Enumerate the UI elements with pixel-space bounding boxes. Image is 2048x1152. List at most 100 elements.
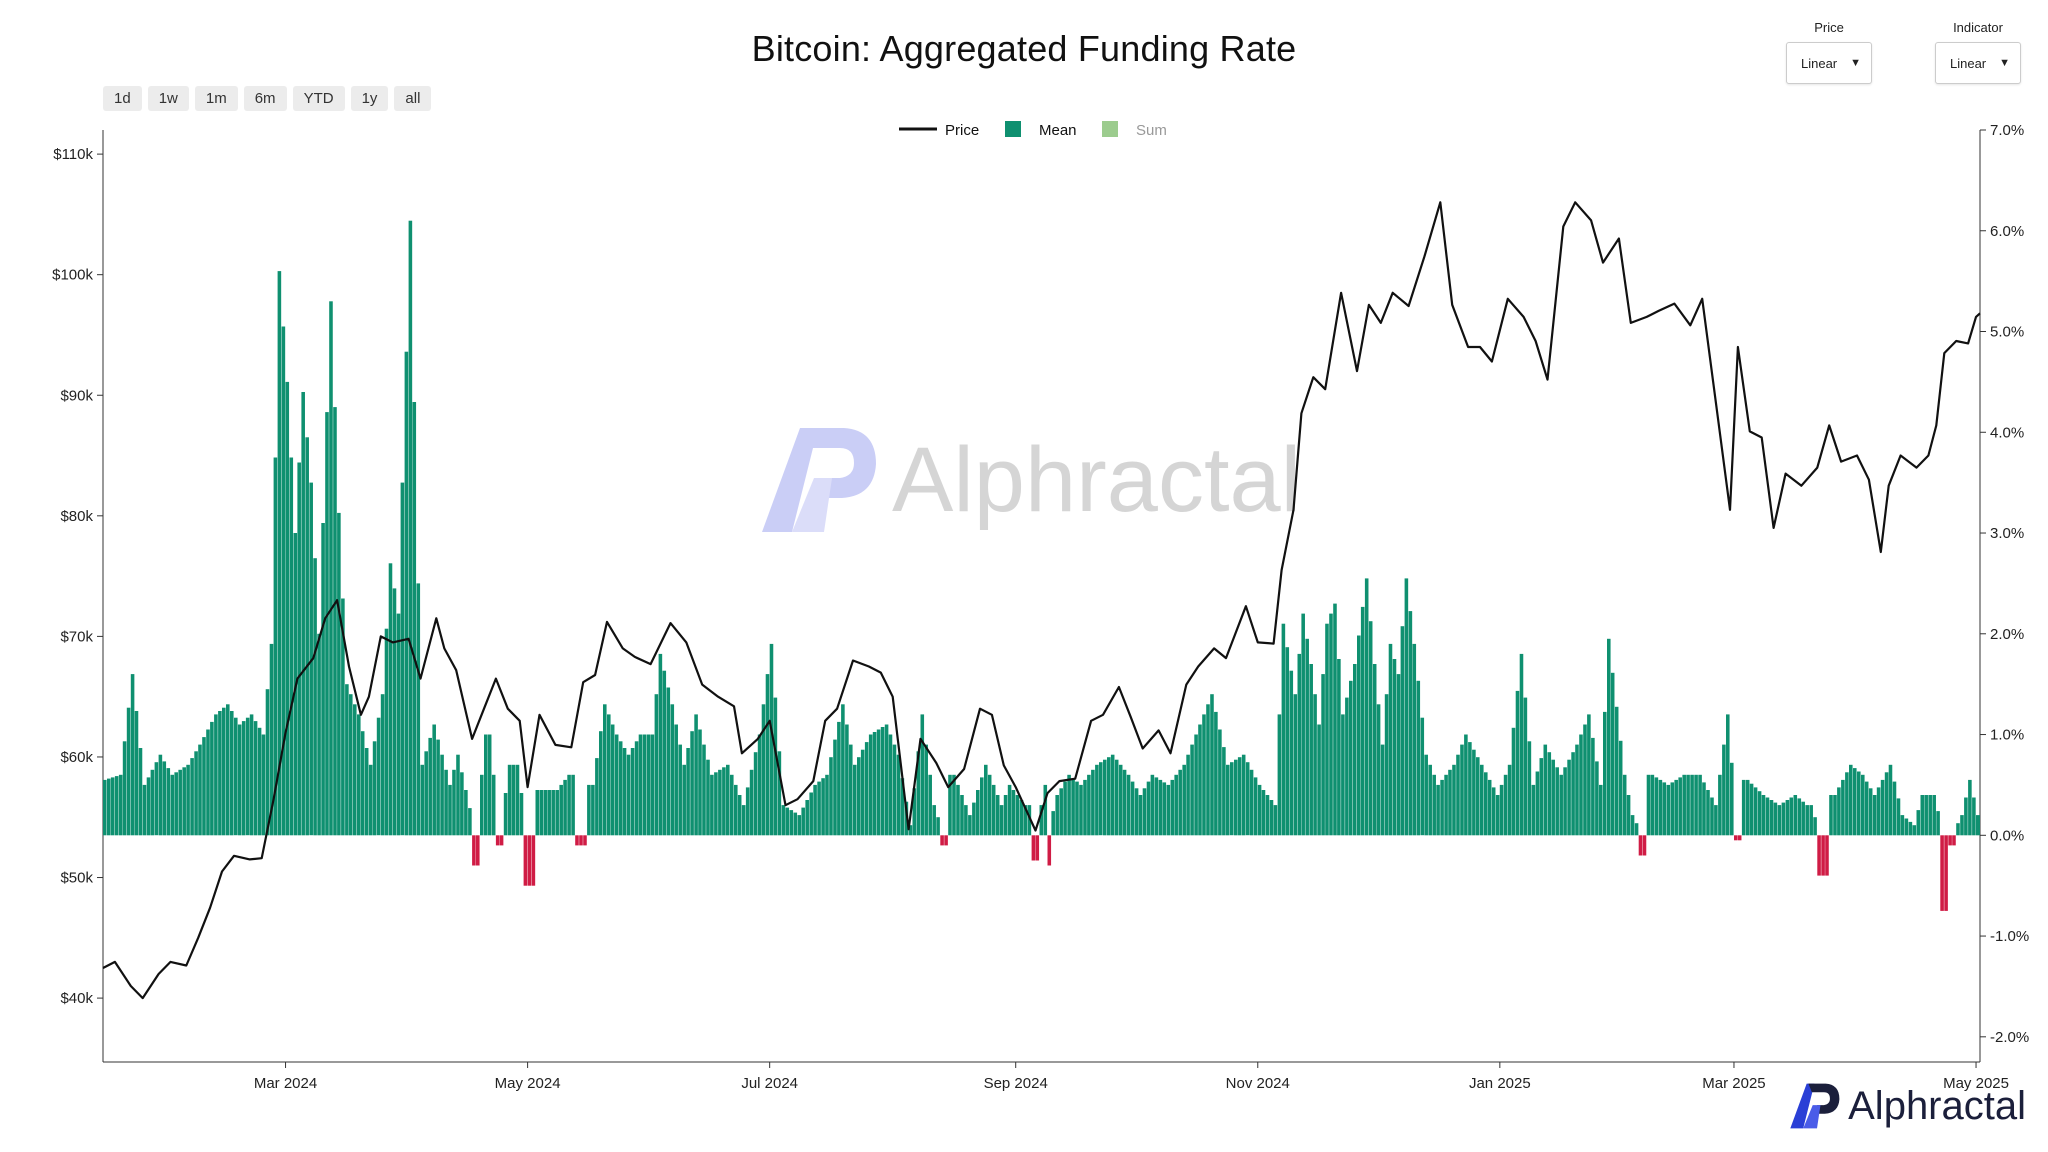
mean-bar <box>976 790 980 836</box>
mean-bar <box>1749 783 1754 836</box>
mean-bar <box>234 717 238 836</box>
mean-bar <box>928 774 932 836</box>
mean-bar <box>1023 805 1028 836</box>
mean-bar <box>1194 734 1198 836</box>
mean-bar <box>1337 659 1341 836</box>
mean-bar <box>424 751 428 836</box>
mean-bar <box>821 778 825 836</box>
y-right-tick-label: 5.0% <box>1990 324 2024 341</box>
mean-bar <box>781 805 786 836</box>
mean-bar <box>499 835 504 846</box>
legend-sum-label[interactable]: Sum <box>1136 122 1167 139</box>
range-button-all[interactable]: all <box>394 86 432 111</box>
mean-bar <box>1535 771 1540 836</box>
mean-bar <box>523 835 528 886</box>
mean-bar <box>1618 740 1623 836</box>
mean-bar <box>1817 835 1821 876</box>
range-button-1y[interactable]: 1y <box>350 86 389 111</box>
mean-bar <box>174 772 178 836</box>
mean-bar <box>741 805 746 836</box>
mean-bar <box>1789 797 1794 836</box>
mean-bar <box>1285 647 1290 836</box>
mean-bar <box>559 784 563 836</box>
mean-bar <box>107 778 111 836</box>
legend-mean-label[interactable]: Mean <box>1039 122 1077 139</box>
mean-bar <box>773 697 778 836</box>
mean-bar <box>400 482 405 836</box>
mean-bar <box>1448 769 1452 836</box>
mean-bar <box>1662 782 1667 836</box>
mean-bar <box>408 220 413 836</box>
legend-price-label[interactable]: Price <box>945 122 979 139</box>
mean-bar <box>444 769 448 836</box>
watermark-logo-icon <box>762 428 876 532</box>
mean-bar <box>805 800 809 836</box>
mean-bar <box>1182 764 1186 836</box>
mean-bar <box>1452 764 1456 836</box>
mean-bar <box>162 761 167 836</box>
mean-bar <box>412 402 417 836</box>
mean-bar <box>769 643 774 836</box>
mean-bar <box>1737 835 1742 841</box>
range-button-1m[interactable]: 1m <box>194 86 238 111</box>
mean-bar <box>1726 714 1730 836</box>
mean-bar <box>1412 643 1417 836</box>
mean-bar <box>277 271 282 836</box>
mean-bar <box>749 769 754 836</box>
mean-bar <box>202 737 206 836</box>
range-button-ytd[interactable]: YTD <box>292 86 345 111</box>
mean-bar <box>345 684 349 836</box>
mean-bar <box>1472 749 1476 836</box>
mean-bar <box>614 734 619 836</box>
mean-bar <box>1785 800 1790 836</box>
mean-bar <box>1646 774 1651 836</box>
mean-bar <box>245 717 250 836</box>
mean-bar <box>273 457 278 836</box>
mean-bar <box>555 790 559 836</box>
y-right-tick-label: -1.0% <box>1990 928 2029 945</box>
mean-bar <box>436 739 440 836</box>
mean-bar <box>142 784 147 836</box>
mean-bar <box>1722 744 1726 836</box>
mean-bar <box>380 694 385 836</box>
mean-bar <box>1896 798 1901 836</box>
mean-bar <box>535 790 540 836</box>
mean-bar <box>1087 774 1091 836</box>
range-button-1d[interactable]: 1d <box>103 86 142 111</box>
mean-bar <box>1595 761 1599 836</box>
mean-bar <box>432 724 436 836</box>
mean-bar <box>626 754 631 836</box>
mean-bar <box>1495 795 1500 836</box>
indicator-scale-select[interactable]: Linear ▼ <box>1935 42 2021 84</box>
mean-bar <box>404 351 409 836</box>
mean-bar <box>1289 670 1294 836</box>
mean-bar <box>1035 835 1040 861</box>
mean-bar <box>1198 724 1202 836</box>
mean-bar <box>182 767 186 836</box>
range-button-6m[interactable]: 6m <box>243 86 287 111</box>
x-tick-label: Nov 2024 <box>1226 1075 1290 1092</box>
mean-bar <box>1142 788 1147 836</box>
mean-bar <box>1634 823 1639 836</box>
mean-bar <box>793 812 798 836</box>
mean-bar <box>1864 781 1869 836</box>
mean-bar <box>591 784 595 836</box>
price-scale-select[interactable]: Linear ▼ <box>1786 42 1872 84</box>
mean-bar <box>730 774 734 836</box>
mean-bar <box>1805 805 1809 836</box>
mean-bar <box>1071 778 1075 836</box>
mean-bar <box>1682 774 1686 836</box>
mean-bar <box>1797 798 1802 836</box>
mean-bar <box>341 598 345 836</box>
mean-bar <box>1007 784 1012 836</box>
mean-bar <box>1741 779 1746 836</box>
mean-bar <box>1210 694 1214 836</box>
mean-bar <box>1670 782 1675 836</box>
mean-bar <box>1769 800 1774 836</box>
mean-bar <box>1372 664 1377 836</box>
mean-bar <box>1408 611 1413 836</box>
mean-bar <box>1226 764 1230 836</box>
range-button-1w[interactable]: 1w <box>147 86 189 111</box>
price-line <box>102 201 1981 1000</box>
mean-bar <box>896 754 901 836</box>
